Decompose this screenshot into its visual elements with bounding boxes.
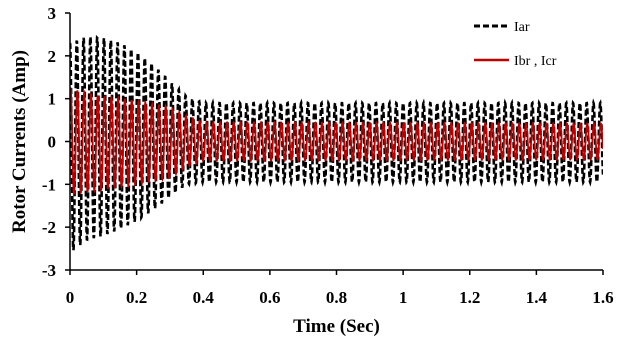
y-tick-label: 1 [48,90,57,109]
x-tick-label: 1.2 [459,288,480,307]
x-tick-label: 0 [66,288,75,307]
plot-area [70,34,603,251]
legend: Iar Ibr , Icr [474,20,557,69]
y-tick-label: 0 [48,133,57,152]
series-line-ibr-icr [70,87,603,195]
x-tick-label: 1 [399,288,408,307]
y-tick-label: -1 [42,175,56,194]
y-tick-label: -2 [42,218,56,237]
axes: 3 2 1 0 -1 -2 -3 0 0.2 0.4 0.6 0.8 1 1.2 1.4 1.6 [42,4,614,307]
legend-label-iar: Iar [514,20,530,35]
x-tick-label: 1.6 [592,288,613,307]
x-axis-title: Time (Sec) [293,316,380,337]
x-tick-label: 0.4 [193,288,215,307]
legend-label-ibr-icr: Ibr , Icr [514,54,557,69]
y-tick-label: -3 [42,261,56,280]
x-tick-label: 0.8 [326,288,347,307]
y-tick-label: 2 [48,47,57,66]
x-tick-label: 0.2 [126,288,147,307]
x-tick-label: 0.6 [259,288,280,307]
series-line-iar [70,34,603,251]
y-axis-title: Rotor Currents (Amp) [9,50,30,233]
x-tick-label: 1.4 [526,288,548,307]
y-tick-label: 3 [48,4,57,23]
